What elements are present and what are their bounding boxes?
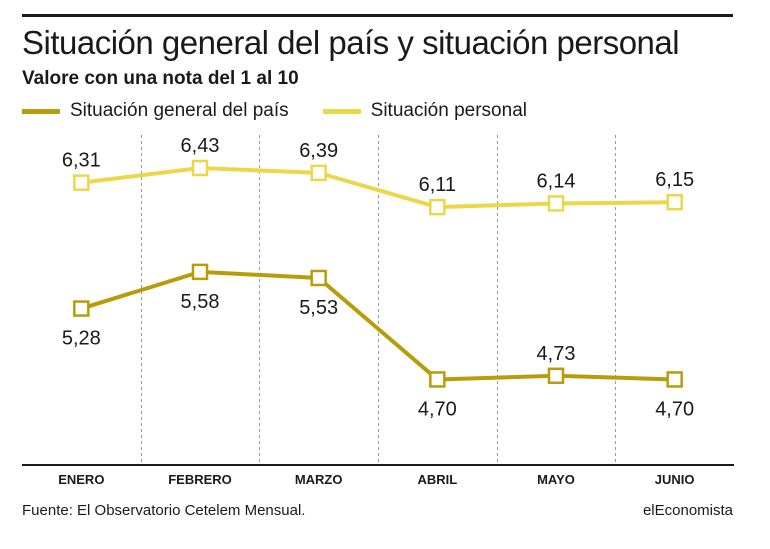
data-point-marker xyxy=(429,371,446,388)
data-label: 4,70 xyxy=(418,398,457,420)
legend-label-general: Situación general del país xyxy=(70,100,289,121)
x-tick-label: FEBRERO xyxy=(168,472,232,487)
data-point-marker xyxy=(310,269,327,287)
data-point-marker xyxy=(429,198,446,216)
data-point-marker xyxy=(73,300,90,317)
chart-subtitle: Valore con una nota del 1 al 10 xyxy=(22,68,299,89)
line-chart: ENERO FEBRERO MARZO ABRIL MAYO JUNIO 5,28 5,58 5… xyxy=(22,135,734,487)
legend-item-personal: Situación personal xyxy=(322,100,527,122)
data-label: 6,15 xyxy=(655,169,694,191)
data-point-marker xyxy=(666,371,683,388)
data-point-marker xyxy=(547,195,565,212)
x-tick-label: MAYO xyxy=(537,472,575,487)
data-point-marker xyxy=(191,263,209,281)
data-label: 5,58 xyxy=(181,291,220,313)
data-label: 6,11 xyxy=(419,174,456,196)
data-point-marker xyxy=(191,159,209,177)
x-tick-label: MARZO xyxy=(295,472,343,487)
data-point-marker xyxy=(310,164,327,182)
data-label: 6,39 xyxy=(299,140,338,162)
data-label: 4,73 xyxy=(537,343,576,365)
x-tick-label: ENERO xyxy=(58,472,104,487)
series-line xyxy=(80,269,675,382)
data-label: 5,53 xyxy=(299,297,338,319)
data-label: 5,28 xyxy=(62,328,101,350)
data-point-marker xyxy=(547,367,565,385)
publisher-brand: elEconomista xyxy=(642,502,733,519)
chart-title: Situación general del país y situación p… xyxy=(22,24,680,61)
legend: Situación general del país Situación per… xyxy=(22,98,561,124)
data-label: 6,31 xyxy=(62,150,101,172)
x-tick-label: JUNIO xyxy=(655,472,695,487)
legend-swatch-personal xyxy=(322,108,361,114)
data-point-marker xyxy=(666,193,683,211)
data-point-marker xyxy=(73,174,90,191)
data-label: 4,70 xyxy=(655,398,694,420)
data-label: 6,43 xyxy=(181,135,220,157)
data-label: 6,14 xyxy=(537,170,576,192)
x-tick-label: ABRIL xyxy=(417,472,457,487)
legend-swatch-general xyxy=(22,108,60,114)
legend-label-personal: Situación personal xyxy=(370,100,527,121)
top-rule xyxy=(22,14,733,17)
source-note: Fuente: El Observatorio Cetelem Mensual. xyxy=(22,502,306,519)
series-line xyxy=(81,166,675,210)
legend-item-general: Situación general del país xyxy=(22,100,289,122)
